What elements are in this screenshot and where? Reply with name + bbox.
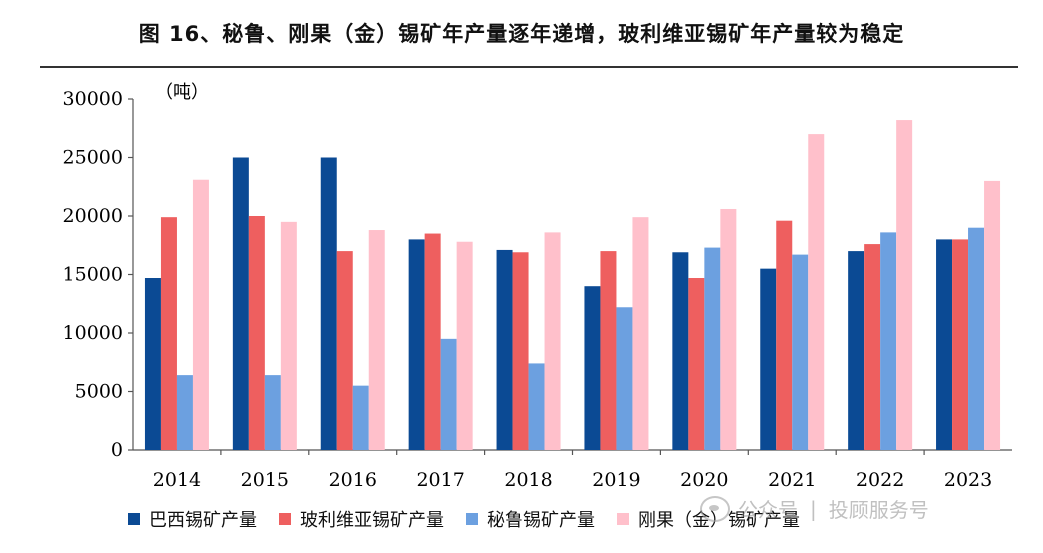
x-axis: 2014 2015 2016 2017 2018 2019 2020 2021 2022 2023: [133, 449, 1012, 491]
legend-swatch: [466, 513, 478, 525]
y-tick-label: 15000: [63, 264, 123, 286]
bar: [808, 134, 825, 450]
legend-item: 秘鲁锡矿产量: [466, 506, 595, 532]
bar: [248, 216, 265, 450]
bar: [264, 375, 281, 450]
legend-label: 巴西锡矿产量: [149, 510, 257, 531]
bar: [368, 230, 385, 450]
chart-title: 图 16、秘鲁、刚果（金）锡矿年产量逐年递增，玻利维亚锡矿年产量较为稳定: [138, 22, 905, 46]
y-tick-label: 10000: [63, 322, 123, 344]
watermark-separator: |: [810, 496, 817, 521]
bar: [936, 239, 953, 450]
y-tick-label: 30000: [63, 88, 123, 110]
legend-item: 巴西锡矿产量: [128, 506, 257, 532]
bar: [144, 278, 161, 450]
x-tick-label: 2021: [768, 469, 816, 491]
bar: [512, 252, 529, 450]
bar: [776, 220, 793, 450]
bar: [544, 232, 561, 450]
x-tick-label: 2020: [680, 469, 728, 491]
bar: [616, 307, 633, 450]
bar: [760, 268, 777, 450]
bar: [440, 338, 457, 450]
bar: [232, 157, 249, 450]
bar: [584, 286, 601, 450]
x-tick-label: 2019: [592, 469, 640, 491]
bar: [704, 247, 721, 450]
watermark: 公众号 | 投顾服务号: [700, 494, 929, 523]
bar: [968, 227, 985, 450]
x-tick-label: 2014: [153, 469, 201, 491]
bar: [496, 249, 513, 450]
bar: [160, 217, 177, 450]
y-tick-label: 20000: [63, 205, 123, 227]
wechat-icon: [700, 495, 730, 522]
title-divider: [40, 66, 1018, 68]
bar: [952, 239, 969, 450]
bars: [144, 120, 1001, 451]
y-tick-label: 0: [111, 439, 123, 461]
bar: [632, 217, 649, 450]
y-tick-label: 5000: [75, 381, 123, 403]
y-tick-label: 25000: [63, 147, 123, 169]
y-axis: 0 5000 10000 15000 20000 25000 30000: [63, 88, 134, 461]
x-tick-label: 2022: [856, 469, 904, 491]
bar: [720, 208, 737, 450]
bar: [280, 221, 297, 450]
legend: 巴西锡矿产量 玻利维亚锡矿产量 秘鲁锡矿产量 刚果（金）锡矿产量: [128, 505, 822, 533]
bar: [408, 239, 425, 450]
bar: [896, 120, 913, 450]
bar: [320, 157, 337, 450]
y-unit-label: （吨）: [155, 82, 209, 103]
bar: [192, 179, 209, 451]
bar: [672, 252, 689, 450]
bar: [792, 254, 809, 450]
bar: [176, 375, 193, 450]
bar: [352, 385, 369, 450]
legend-item: 玻利维亚锡矿产量: [279, 506, 444, 532]
bar: [456, 241, 473, 450]
bar: [864, 244, 881, 450]
x-tick-label: 2023: [944, 469, 992, 491]
watermark-left: 公众号: [738, 498, 798, 522]
bar: [336, 251, 353, 450]
bar: [528, 363, 545, 450]
x-tick-label: 2017: [416, 469, 464, 491]
x-tick-label: 2018: [504, 469, 552, 491]
bar: [848, 251, 865, 450]
x-tick-label: 2016: [329, 469, 377, 491]
bar: [688, 278, 705, 450]
legend-swatch: [617, 513, 629, 525]
bar: [880, 232, 897, 450]
bar: [600, 251, 617, 450]
legend-label: 玻利维亚锡矿产量: [300, 510, 444, 531]
legend-swatch: [279, 513, 291, 525]
bar: [424, 233, 441, 450]
bar: [984, 180, 1001, 450]
legend-swatch: [128, 513, 140, 525]
watermark-right: 投顾服务号: [828, 498, 929, 522]
legend-label: 秘鲁锡矿产量: [487, 510, 595, 531]
x-tick-label: 2015: [241, 469, 289, 491]
